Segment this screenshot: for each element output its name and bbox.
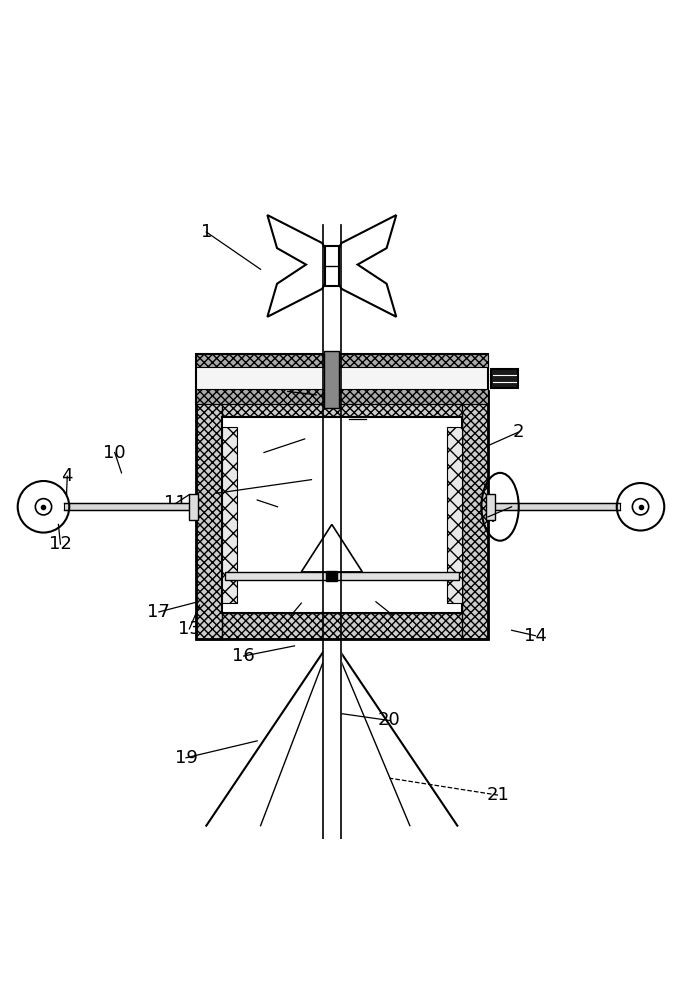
Bar: [447, 427, 462, 603]
Bar: [222, 427, 237, 603]
Text: 4: 4: [62, 467, 73, 485]
Text: 11: 11: [164, 494, 187, 512]
Text: 2: 2: [512, 423, 524, 441]
Bar: [486, 494, 495, 520]
Text: 5: 5: [299, 430, 311, 448]
Text: 15: 15: [382, 606, 404, 624]
Bar: [196, 354, 488, 404]
Bar: [196, 391, 222, 639]
Bar: [462, 391, 488, 639]
Text: 21: 21: [486, 786, 510, 804]
Bar: [189, 494, 198, 520]
Text: 19: 19: [174, 749, 198, 767]
Bar: [491, 369, 518, 388]
Bar: [326, 571, 337, 581]
Text: A: A: [482, 508, 494, 526]
Bar: [222, 417, 462, 613]
Text: 20: 20: [378, 711, 401, 729]
Text: 10: 10: [103, 444, 126, 462]
Text: 3: 3: [282, 382, 293, 400]
Bar: [196, 391, 488, 639]
Bar: [325, 246, 339, 286]
Bar: [324, 351, 339, 408]
Text: 1: 1: [200, 223, 212, 241]
Text: 16: 16: [233, 647, 255, 665]
Bar: [64, 503, 193, 510]
Bar: [491, 503, 620, 510]
Bar: [196, 391, 488, 417]
Text: 14: 14: [524, 627, 547, 645]
Text: 12: 12: [49, 535, 72, 553]
Text: 17: 17: [147, 603, 170, 621]
Text: 9: 9: [306, 471, 317, 489]
Text: 7: 7: [360, 410, 371, 428]
Bar: [196, 389, 488, 404]
Text: 6: 6: [272, 498, 283, 516]
Bar: [225, 572, 459, 580]
Text: 18: 18: [280, 606, 302, 624]
Bar: [196, 613, 488, 639]
Bar: [196, 354, 488, 367]
Text: 13: 13: [178, 620, 201, 638]
